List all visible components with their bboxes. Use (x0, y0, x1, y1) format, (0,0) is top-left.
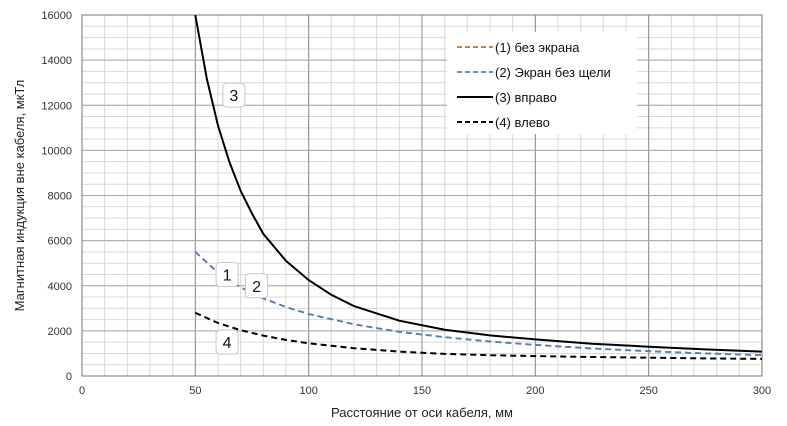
callout-box-1 (215, 261, 239, 287)
plot-border (81, 14, 763, 377)
x-tick-label: 200 (526, 385, 544, 397)
series-line-3 (194, 14, 763, 353)
x-tick-label: 50 (189, 385, 201, 397)
y-tick-label: 12000 (41, 100, 72, 112)
legend-label-2: (2) Экран без щели (495, 65, 611, 80)
callout-box-2 (245, 273, 269, 299)
y-tick-label: 4000 (48, 281, 72, 293)
y-tick-label: 16000 (41, 10, 72, 22)
callout-label-4: 4 (223, 335, 232, 352)
callout-box-3 (222, 82, 246, 108)
y-axis-ticks: 0 2000 4000 6000 8000 10000 12000 14000 16000 (41, 10, 72, 383)
y-tick-label: 14000 (41, 55, 72, 67)
x-tick-label: 100 (299, 385, 317, 397)
callout-label-1: 1 (223, 267, 232, 284)
y-tick-label: 0 (66, 371, 72, 383)
x-tick-label: 300 (753, 385, 771, 397)
legend: (1) без экрана (2) Экран без щели (3) впра… (447, 32, 637, 134)
y-tick-label: 8000 (48, 191, 72, 203)
y-tick-label: 10000 (41, 145, 72, 157)
legend-label-3: (3) вправо (495, 90, 557, 105)
y-axis-title: Магнитная индукция вне кабеля, мкТл (12, 80, 27, 312)
callouts: 1 2 3 4 (215, 82, 269, 355)
legend-label-4: (4) влево (495, 115, 550, 130)
x-axis-ticks: 0 50 100 150 200 250 300 (79, 385, 771, 397)
series-line-2 (194, 251, 763, 357)
callout-label-2: 2 (252, 279, 261, 296)
grid-major (81, 14, 763, 377)
callout-label-3: 3 (229, 88, 238, 105)
x-tick-label: 250 (639, 385, 657, 397)
series-layer (194, 14, 763, 360)
x-tick-label: 0 (79, 385, 85, 397)
y-tick-label: 2000 (48, 326, 72, 338)
x-tick-label: 150 (413, 385, 431, 397)
y-tick-label: 6000 (48, 236, 72, 248)
legend-box (447, 32, 637, 134)
legend-label-1: (1) без экрана (495, 40, 580, 55)
x-axis-title: Расстояние от оси кабеля, мм (331, 405, 513, 420)
callout-box-4 (215, 329, 239, 355)
